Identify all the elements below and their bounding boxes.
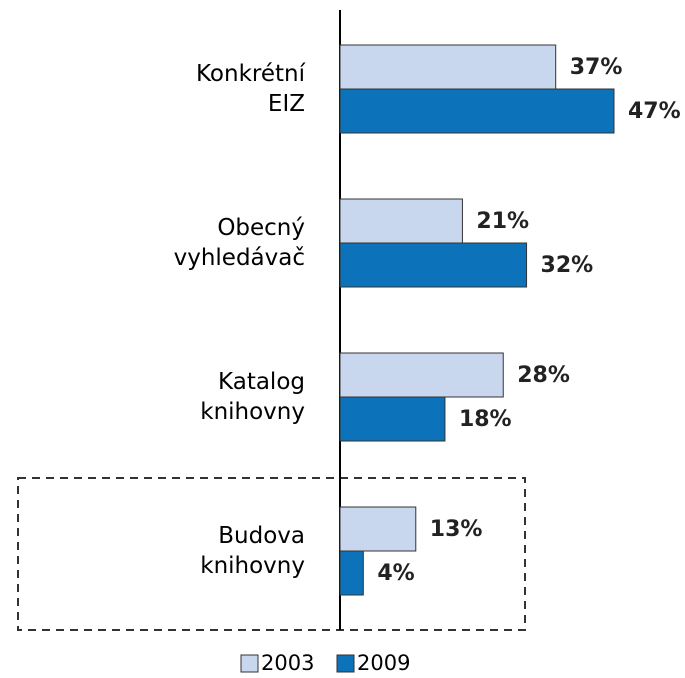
value-label: 32% <box>541 253 594 278</box>
category-label: Katalog knihovny <box>200 369 305 425</box>
bar <box>339 506 417 552</box>
category-label: Budova knihovny <box>200 523 305 579</box>
bar <box>339 352 504 398</box>
value-label: 4% <box>377 561 414 586</box>
value-label: 47% <box>628 99 681 124</box>
value-label: 13% <box>430 517 483 542</box>
bar <box>339 550 364 596</box>
bar <box>339 198 463 244</box>
legend-label: 2003 <box>261 651 314 675</box>
legend-label: 2009 <box>357 651 410 675</box>
value-label: 37% <box>570 55 623 80</box>
bar <box>339 396 446 442</box>
category-label: Konkrétní EIZ <box>196 61 305 117</box>
bar <box>339 242 528 288</box>
value-label: 18% <box>459 407 512 432</box>
bar <box>339 88 615 134</box>
legend-swatch <box>336 654 355 673</box>
value-label: 21% <box>476 209 529 234</box>
legend-swatch <box>240 654 259 673</box>
highlight-box <box>17 477 526 631</box>
value-label: 28% <box>517 363 570 388</box>
category-label: Obecný vyhledávač <box>173 215 305 271</box>
bar <box>339 44 557 90</box>
